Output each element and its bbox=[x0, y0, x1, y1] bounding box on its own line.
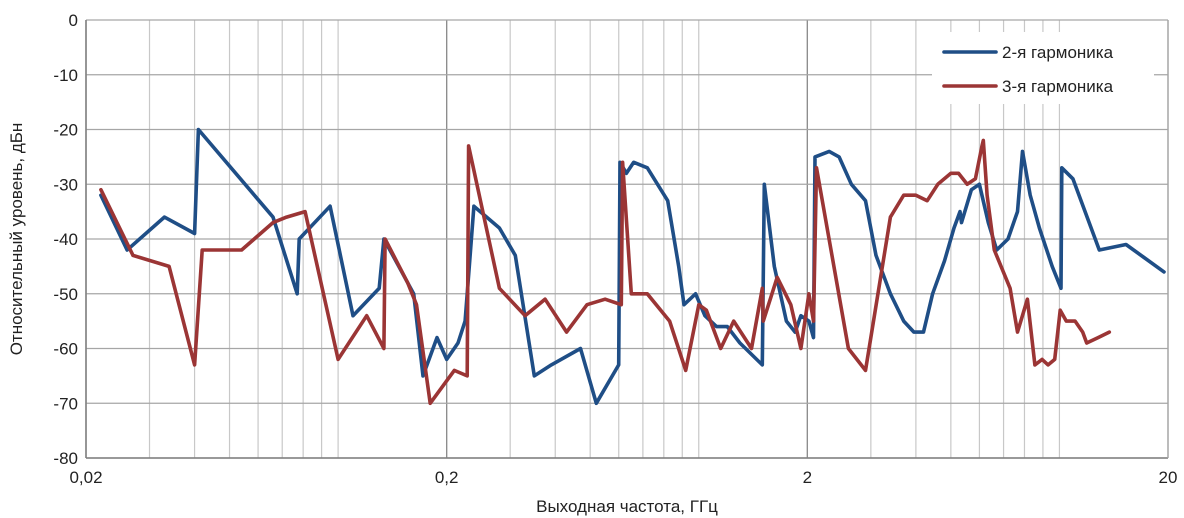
tick-labels: 0 -10 -20 -30 -40 -50 -60 -70 -800,02 0,2 2 20 bbox=[53, 11, 1177, 487]
y-tick-label: -70 bbox=[53, 394, 78, 413]
y-tick-label: 0 bbox=[69, 11, 78, 30]
series-line-2 bbox=[99, 138, 1112, 406]
y-tick-label: -80 bbox=[53, 449, 78, 468]
legend-background bbox=[932, 32, 1154, 104]
x-tick-label: 0,02 bbox=[69, 468, 102, 487]
y-tick-label: -60 bbox=[53, 340, 78, 359]
x-tick-label: 0,2 bbox=[435, 468, 459, 487]
legend-label-1: 2-я гармоника bbox=[1002, 43, 1114, 62]
axes bbox=[85, 20, 1169, 459]
y-tick-label: -50 bbox=[53, 285, 78, 304]
y-tick-label: -40 bbox=[53, 230, 78, 249]
x-tick-label: 2 bbox=[803, 468, 812, 487]
y-tick-label: -30 bbox=[53, 175, 78, 194]
x-axis-title: Выходная частота, ГГц bbox=[536, 497, 718, 516]
legend-label-2: 3-я гармоника bbox=[1002, 77, 1114, 96]
x-tick-label: 20 bbox=[1159, 468, 1178, 487]
y-tick-label: -20 bbox=[53, 121, 78, 140]
y-axis-title: Относительный уровень, дБн bbox=[7, 123, 26, 356]
series-lines bbox=[99, 127, 1166, 406]
y-tick-label: -10 bbox=[53, 66, 78, 85]
legend: 2-я гармоника 3-я гармоника bbox=[932, 32, 1154, 104]
series-line-1 bbox=[99, 127, 1166, 406]
